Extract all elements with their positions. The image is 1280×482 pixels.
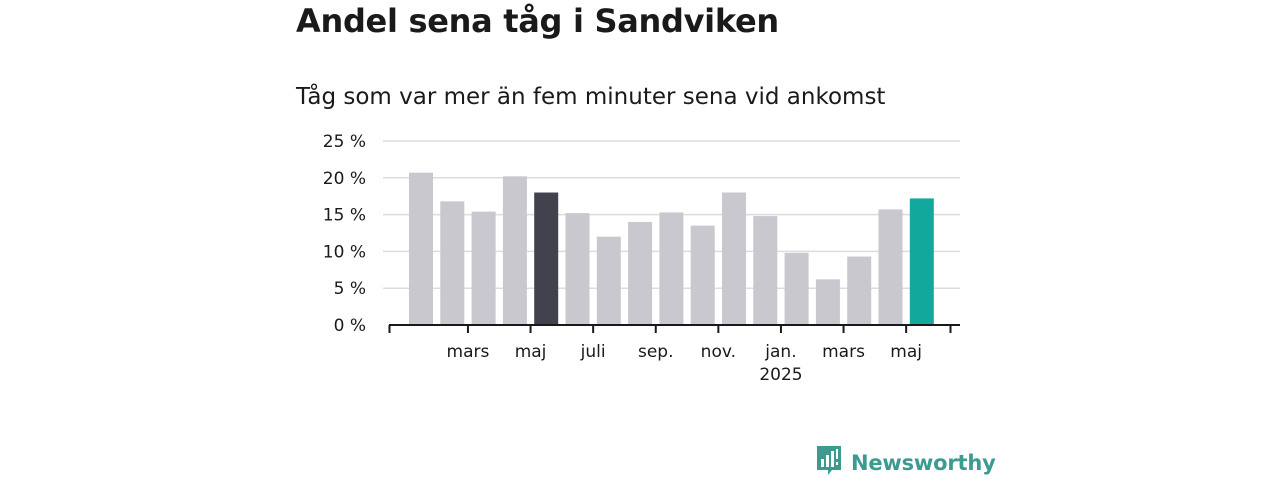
bar [753, 216, 778, 325]
brand-name: Newsworthy [851, 451, 996, 475]
y-axis-labels: 0 % 5 % 10 % 15 % 20 % 25 % [323, 132, 366, 336]
x-tick-label: sep. [638, 342, 674, 362]
x-tick-label: maj [890, 342, 922, 362]
y-tick-label: 15 % [323, 206, 366, 226]
bar [659, 212, 684, 325]
bar [690, 225, 715, 325]
y-tick-label: 0 % [334, 316, 366, 336]
bar [722, 192, 746, 325]
bar [909, 198, 934, 325]
bar [534, 192, 559, 325]
bar [815, 279, 840, 325]
bar [471, 211, 496, 325]
bar [784, 252, 809, 325]
bars [409, 172, 934, 325]
y-tick-label: 5 % [334, 279, 366, 299]
x-tick-sublabel: 2025 [759, 365, 802, 385]
bar [502, 176, 527, 325]
x-axis [388, 324, 960, 333]
bar [440, 201, 465, 325]
brand-logo: Newsworthy [815, 446, 996, 480]
bar [596, 236, 621, 325]
chart-title: Andel sena tåg i Sandviken [296, 2, 779, 40]
x-axis-labels: mars maj juli sep. nov. jan. 2025 mars maj [447, 342, 922, 385]
bar [878, 209, 903, 325]
y-tick-label: 25 % [323, 132, 366, 152]
y-tick-label: 10 % [323, 242, 366, 262]
x-tick-label: juli [580, 342, 606, 362]
bar [409, 172, 433, 325]
x-tick-label: mars [822, 342, 865, 362]
x-tick-label: nov. [701, 342, 736, 362]
bar [628, 221, 653, 325]
x-tick-label: mars [447, 342, 490, 362]
x-tick-label: jan. [764, 342, 796, 362]
y-tick-label: 20 % [323, 169, 366, 189]
bar [847, 256, 872, 325]
x-tick-label: maj [515, 342, 547, 362]
chart-subtitle: Tåg som var mer än fem minuter sena vid … [296, 84, 886, 110]
bar [565, 213, 590, 325]
newsworthy-logo-icon [815, 444, 843, 482]
